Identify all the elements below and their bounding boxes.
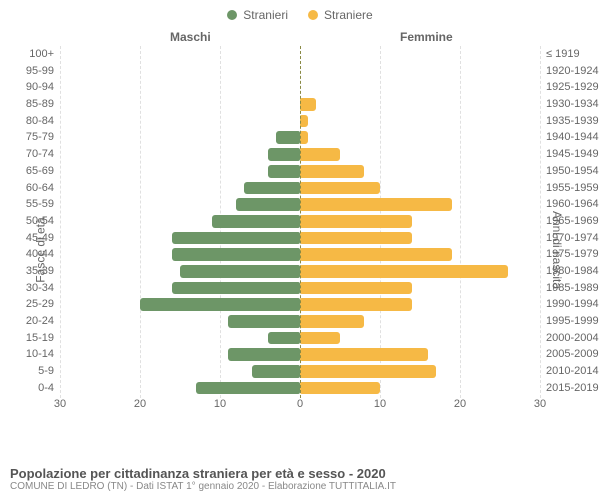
- bar-male: [212, 215, 300, 228]
- chart-title: Popolazione per cittadinanza straniera p…: [10, 466, 590, 481]
- birth-year-label: 2010-2014: [540, 363, 599, 380]
- x-tick-label: 30: [54, 398, 66, 410]
- bar-male: [228, 315, 300, 328]
- bar-female: [300, 282, 412, 295]
- birth-year-label: 1945-1949: [540, 146, 599, 163]
- bar-male: [276, 131, 300, 144]
- age-label: 10-14: [26, 346, 60, 363]
- age-label: 70-74: [26, 146, 60, 163]
- birth-year-label: 1955-1959: [540, 180, 599, 197]
- bar-male: [140, 298, 300, 311]
- center-line: [300, 46, 301, 398]
- age-label: 55-59: [26, 196, 60, 213]
- age-label: 30-34: [26, 280, 60, 297]
- x-tick-label: 0: [297, 398, 303, 410]
- birth-year-label: 2000-2004: [540, 330, 599, 347]
- bar-female: [300, 198, 452, 211]
- bar-female: [300, 232, 412, 245]
- bar-male: [196, 382, 300, 395]
- age-label: 80-84: [26, 113, 60, 130]
- age-label: 20-24: [26, 313, 60, 330]
- age-label: 95-99: [26, 63, 60, 80]
- bar-male: [172, 232, 300, 245]
- bar-male: [180, 265, 300, 278]
- legend-male: Stranieri: [227, 8, 288, 22]
- x-tick-label: 20: [134, 398, 146, 410]
- age-label: 60-64: [26, 180, 60, 197]
- birth-year-label: 1970-1974: [540, 230, 599, 247]
- bar-female: [300, 348, 428, 361]
- birth-year-label: 1995-1999: [540, 313, 599, 330]
- bar-male: [252, 365, 300, 378]
- age-label: 15-19: [26, 330, 60, 347]
- plot: 100+≤ 191995-991920-192490-941925-192985…: [60, 46, 540, 416]
- x-tick-label: 10: [374, 398, 386, 410]
- legend-female-label: Straniere: [324, 8, 373, 22]
- bar-female: [300, 382, 380, 395]
- age-label: 25-29: [26, 296, 60, 313]
- legend-female: Straniere: [308, 8, 373, 22]
- birth-year-label: 1935-1939: [540, 113, 599, 130]
- x-tick-label: 30: [534, 398, 546, 410]
- birth-year-label: ≤ 1919: [540, 46, 580, 63]
- birth-year-label: 1980-1984: [540, 263, 599, 280]
- bar-male: [268, 148, 300, 161]
- birth-year-label: 1985-1989: [540, 280, 599, 297]
- birth-year-label: 1960-1964: [540, 196, 599, 213]
- bar-male: [172, 282, 300, 295]
- age-label: 50-54: [26, 213, 60, 230]
- bar-male: [268, 332, 300, 345]
- bar-female: [300, 365, 436, 378]
- bar-male: [268, 165, 300, 178]
- bar-female: [300, 148, 340, 161]
- age-label: 0-4: [38, 380, 60, 397]
- footer: Popolazione per cittadinanza straniera p…: [10, 466, 590, 492]
- legend-male-label: Stranieri: [243, 8, 288, 22]
- age-label: 65-69: [26, 163, 60, 180]
- age-label: 40-44: [26, 246, 60, 263]
- age-label: 90-94: [26, 79, 60, 96]
- legend-male-swatch: [227, 10, 237, 20]
- bar-female: [300, 215, 412, 228]
- bar-female: [300, 315, 364, 328]
- birth-year-label: 1950-1954: [540, 163, 599, 180]
- birth-year-label: 1930-1934: [540, 96, 599, 113]
- bar-male: [228, 348, 300, 361]
- bar-female: [300, 182, 380, 195]
- bar-female: [300, 98, 316, 111]
- chart-subtitle: COMUNE DI LEDRO (TN) - Dati ISTAT 1° gen…: [10, 481, 590, 492]
- birth-year-label: 2015-2019: [540, 380, 599, 397]
- age-label: 85-89: [26, 96, 60, 113]
- bar-female: [300, 298, 412, 311]
- birth-year-label: 1975-1979: [540, 246, 599, 263]
- age-label: 75-79: [26, 129, 60, 146]
- age-label: 5-9: [38, 363, 60, 380]
- bar-male: [236, 198, 300, 211]
- header-female: Femmine: [400, 30, 453, 44]
- age-label: 100+: [29, 46, 60, 63]
- birth-year-label: 2005-2009: [540, 346, 599, 363]
- bar-female: [300, 265, 508, 278]
- bar-female: [300, 131, 308, 144]
- bar-female: [300, 115, 308, 128]
- birth-year-label: 1920-1924: [540, 63, 599, 80]
- bar-male: [244, 182, 300, 195]
- bar-female: [300, 248, 452, 261]
- header-male: Maschi: [170, 30, 211, 44]
- x-tick-label: 10: [214, 398, 226, 410]
- birth-year-label: 1940-1944: [540, 129, 599, 146]
- age-label: 35-39: [26, 263, 60, 280]
- age-label: 45-49: [26, 230, 60, 247]
- legend-female-swatch: [308, 10, 318, 20]
- bar-male: [172, 248, 300, 261]
- birth-year-label: 1965-1969: [540, 213, 599, 230]
- bar-female: [300, 332, 340, 345]
- chart-area: 100+≤ 191995-991920-192490-941925-192985…: [60, 46, 540, 434]
- legend: Stranieri Straniere: [0, 0, 600, 22]
- birth-year-label: 1925-1929: [540, 79, 599, 96]
- birth-year-label: 1990-1994: [540, 296, 599, 313]
- x-tick-label: 20: [454, 398, 466, 410]
- bar-female: [300, 165, 364, 178]
